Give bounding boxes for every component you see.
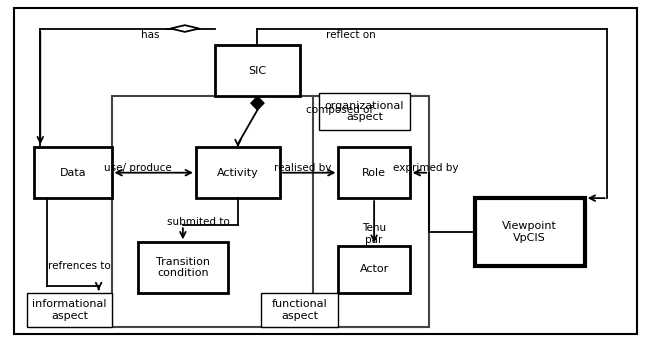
Text: functional
aspect: functional aspect [271,299,327,321]
Text: composed of: composed of [306,105,373,115]
FancyBboxPatch shape [137,242,229,293]
FancyBboxPatch shape [111,96,422,327]
FancyBboxPatch shape [339,147,409,198]
Text: submited to: submited to [167,217,229,227]
FancyBboxPatch shape [14,8,637,334]
FancyBboxPatch shape [339,246,409,293]
FancyBboxPatch shape [312,96,429,327]
Text: has: has [141,30,159,40]
Text: Viewpoint
VpCIS: Viewpoint VpCIS [503,221,557,243]
FancyBboxPatch shape [260,293,339,327]
Text: use/ produce: use/ produce [104,162,171,173]
FancyBboxPatch shape [34,147,111,198]
Text: Actor: Actor [359,264,389,274]
Text: organizational
aspect: organizational aspect [325,101,404,122]
Text: reflect on: reflect on [326,30,375,40]
Text: Tenu
par: Tenu par [362,223,386,245]
Text: refrences to: refrences to [48,261,111,271]
Text: realised by: realised by [274,162,331,173]
Text: Data: Data [59,168,86,178]
Polygon shape [251,96,264,110]
Text: Transition
condition: Transition condition [156,257,210,278]
Polygon shape [171,25,199,32]
Text: exprimed by: exprimed by [393,162,459,173]
FancyBboxPatch shape [475,198,585,266]
FancyBboxPatch shape [215,45,299,96]
Text: SIC: SIC [249,66,266,76]
Text: Activity: Activity [217,168,259,178]
Text: Role: Role [362,168,386,178]
FancyBboxPatch shape [27,293,111,327]
Text: informational
aspect: informational aspect [32,299,107,321]
FancyBboxPatch shape [196,147,280,198]
FancyBboxPatch shape [319,93,409,130]
